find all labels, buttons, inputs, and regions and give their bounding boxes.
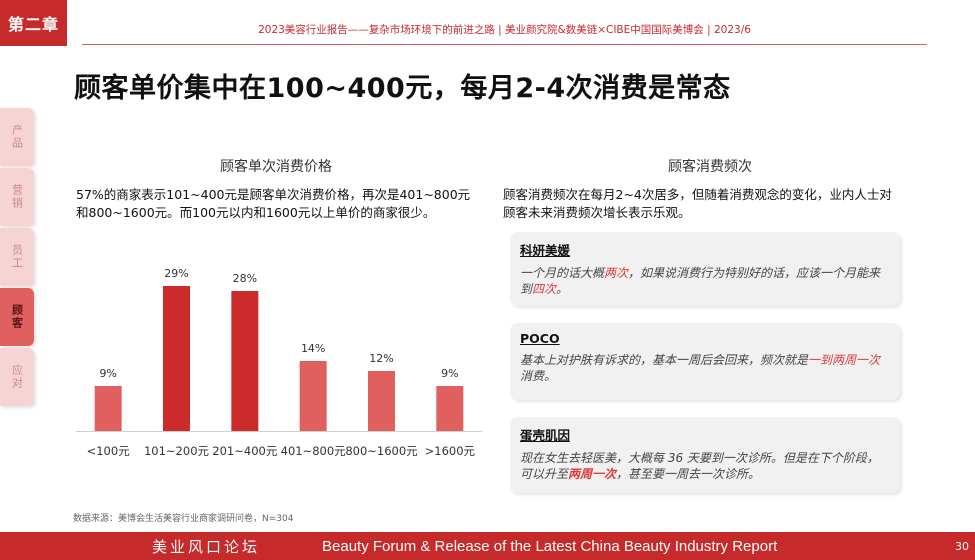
side-tab-label: 应对: [10, 364, 24, 390]
side-tab-nav: 产品 营销 员工 顾客 应对: [0, 108, 36, 408]
bar-value-label: 12%: [369, 352, 393, 365]
side-tab-customer[interactable]: 顾客: [0, 288, 34, 346]
side-tab-product[interactable]: 产品: [0, 108, 34, 166]
side-tab-label: 顾客: [10, 304, 24, 330]
chart-bar: [299, 361, 327, 431]
quote-text-segment: 现在女生去轻医美，大概每 36 天要到一次诊所。但是在下个阶段，可以升至: [520, 451, 879, 481]
quote-card: 蛋壳肌因 现在女生去轻医美，大概每 36 天要到一次诊所。但是在下个阶段，可以升…: [510, 417, 900, 493]
chart-bar: [231, 291, 259, 431]
chart-bar: [436, 386, 464, 431]
quote-text: 现在女生去轻医美，大概每 36 天要到一次诊所。但是在下个阶段，可以升至两周一次…: [520, 450, 888, 482]
bar-value-label: 9%: [441, 367, 458, 380]
price-bar-chart: 9% <100元 29% 101~200元 28% 201~400元 14% 401~800元…: [76, 267, 482, 458]
quote-text-segment: 一个月的话大概: [520, 266, 605, 280]
bar-value-label: 28%: [233, 272, 257, 285]
quote-highlight: 一到两周一次: [808, 353, 881, 367]
bar-value-label: 9%: [99, 367, 116, 380]
quote-text-segment: ，如果说消费行为特别好的话，应该一个月能来到: [520, 266, 881, 296]
side-tab-marketing[interactable]: 营销: [0, 168, 34, 226]
quote-source-name: 蛋壳肌因: [520, 428, 571, 443]
chart-bar: [94, 386, 122, 431]
quote-highlight: 四次: [532, 282, 557, 296]
left-section-title: 顾客单次消费价格: [220, 159, 332, 175]
chapter-tag: 第二章: [0, 0, 67, 46]
x-tick-label: 401~800元: [281, 444, 347, 458]
quote-source-name: POCO: [520, 331, 560, 346]
x-tick-label: 800~1600元: [345, 444, 418, 458]
bar-value-label: 29%: [164, 267, 188, 280]
quote-highlight: 两周一次: [568, 467, 617, 481]
side-tab-staff[interactable]: 员工: [0, 228, 34, 286]
side-tab-label: 营销: [10, 184, 24, 210]
quote-text-segment: 消费。: [520, 369, 557, 383]
x-tick-label: 101~200元: [144, 444, 210, 458]
quote-text: 基本上对护肤有诉求的，基本一周后会回来，频次就是一到两周一次消费。: [520, 352, 888, 384]
right-section-title: 顾客消费频次: [668, 159, 752, 175]
quote-text: 一个月的话大概两次，如果说消费行为特别好的话，应该一个月能来到四次。: [520, 265, 888, 297]
footer-bar: 美业风口论坛 Beauty Forum & Release of the Lat…: [0, 532, 975, 560]
quote-text-segment: 。: [556, 282, 569, 296]
header-divider: [82, 44, 927, 45]
footer-forum-name: 美业风口论坛: [152, 537, 261, 556]
quote-text-segment: ，甚至要一周去一次诊所。: [616, 467, 761, 481]
side-tab-response[interactable]: 应对: [0, 348, 34, 406]
quote-highlight: 两次: [604, 266, 629, 280]
chart-bar: [368, 371, 395, 431]
left-description: 57%的商家表示101~400元是顾客单次消费价格，再次是401~800元和80…: [76, 187, 471, 220]
data-source-note: 数据来源：美博会生活美容行业商家调研问卷，N=304: [73, 514, 294, 524]
side-tab-label: 员工: [10, 244, 24, 270]
page-number: 30: [955, 539, 969, 553]
report-header: 2023美容行业报告——复杂市场环境下的前进之路 | 美业颜究院&数美链×CIB…: [258, 24, 751, 36]
footer-report-title: Beauty Forum & Release of the Latest Chi…: [322, 537, 778, 555]
x-tick-label: >1600元: [425, 444, 476, 458]
right-description: 顾客消费频次在每月2~4次居多，但随着消费观念的变化，业内人士对顾客未来消费频次…: [503, 187, 892, 220]
side-tab-label: 产品: [10, 124, 24, 150]
quote-source-name: 科妍美媛: [520, 243, 571, 258]
x-tick-label: 201~400元: [212, 444, 278, 458]
bar-value-label: 14%: [301, 342, 325, 355]
quote-text-segment: 基本上对护肤有诉求的，基本一周后会回来，频次就是: [520, 353, 809, 367]
chart-bar: [163, 286, 190, 431]
quote-card: POCO 基本上对护肤有诉求的，基本一周后会回来，频次就是一到两周一次消费。: [510, 323, 900, 400]
quote-card: 科妍美媛 一个月的话大概两次，如果说消费行为特别好的话，应该一个月能来到四次。: [510, 232, 900, 306]
x-tick-label: <100元: [87, 444, 131, 458]
page-title: 顾客单价集中在100~400元，每月2-4次消费是常态: [74, 73, 731, 104]
